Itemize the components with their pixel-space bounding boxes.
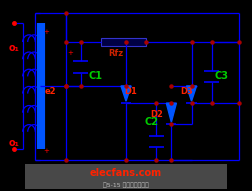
Text: e2: e2 [45,87,56,96]
Text: +: + [44,148,50,154]
Text: 图5-15 三倍压整流电路: 图5-15 三倍压整流电路 [103,182,149,188]
Text: D2: D2 [150,110,163,119]
Text: +: + [44,29,50,36]
Polygon shape [166,103,176,122]
Text: C2: C2 [144,117,158,127]
FancyBboxPatch shape [25,164,227,189]
Text: Rfz: Rfz [108,49,123,58]
Text: o₁: o₁ [8,138,19,148]
FancyBboxPatch shape [101,38,146,46]
Text: +: + [68,50,74,56]
Text: elecfans.com: elecfans.com [90,168,162,178]
Text: D1: D1 [124,87,138,96]
Polygon shape [186,86,197,101]
Text: o₁: o₁ [8,43,19,53]
Text: C3: C3 [215,71,229,81]
Text: C1: C1 [89,71,103,81]
Polygon shape [121,86,131,101]
Text: D3: D3 [180,87,193,96]
